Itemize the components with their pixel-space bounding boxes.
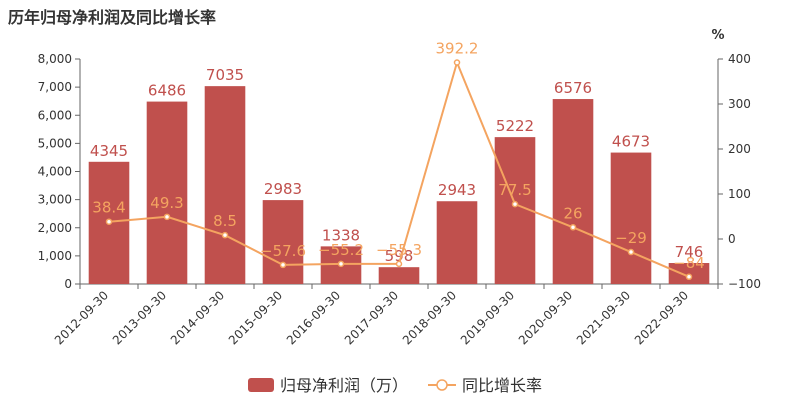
bar-value-label: 4345 (90, 142, 128, 160)
growth-rate-point (453, 59, 461, 66)
growth-rate-label: −84 (673, 254, 705, 272)
growth-rate-point (279, 261, 287, 269)
x-axis-tick-label: 2018-09-30 (400, 288, 459, 347)
legend-line-label: 同比增长率 (462, 376, 542, 395)
growth-rate-label: 8.5 (213, 212, 237, 230)
left-axis-tick-label: 2,000 (38, 221, 72, 235)
bar (146, 101, 188, 284)
growth-rate-label: 49.3 (150, 194, 183, 212)
growth-rate-point (395, 260, 403, 268)
bar-value-label: 2983 (264, 180, 302, 198)
x-axis-tick-label: 2013-09-30 (110, 288, 169, 347)
growth-rate-point (105, 218, 113, 225)
x-axis-tick-label: 2022-09-30 (632, 288, 691, 347)
left-axis-tick-label: 4,000 (38, 165, 72, 179)
right-axis-tick-label: 100 (728, 187, 751, 201)
bar-value-label: 598 (385, 247, 414, 265)
growth-rate-label: −29 (615, 229, 647, 247)
growth-rate-label: −55.3 (376, 241, 422, 259)
left-axis-tick-label: 3,000 (38, 193, 72, 207)
x-axis-tick-label: 2014-09-30 (168, 288, 227, 347)
growth-rate-label: 392.2 (436, 40, 479, 58)
growth-rate-label: 77.5 (498, 181, 531, 199)
bar-value-label: 7035 (206, 66, 244, 84)
left-axis-tick-label: 6,000 (38, 108, 72, 122)
legend-bar-label: 归母净利润（万） (280, 376, 408, 395)
chart-title: 历年归母净利润及同比增长率 (8, 8, 217, 27)
bar-value-label: 6576 (554, 79, 592, 97)
growth-rate-label: −57.6 (260, 242, 306, 260)
right-axis-tick-label: −100 (728, 277, 761, 291)
x-axis-tick-label: 2016-09-30 (284, 288, 343, 347)
x-axis-tick-label: 2012-09-30 (52, 288, 111, 347)
growth-rate-point (627, 248, 635, 256)
growth-rate-label: 38.4 (92, 199, 125, 217)
bar (436, 201, 478, 284)
bar-value-label: 1338 (322, 226, 360, 244)
right-axis-unit-label: % (711, 28, 724, 43)
growth-rate-point (511, 200, 519, 208)
bar (668, 263, 710, 284)
bar (610, 152, 652, 284)
growth-rate-label: −55.2 (318, 241, 364, 259)
left-axis-tick-label: 7,000 (38, 80, 72, 94)
bar (378, 267, 420, 284)
bar-value-label: 2943 (438, 181, 476, 199)
x-axis-tick-label: 2021-09-30 (574, 288, 633, 347)
left-axis-tick-label: 1,000 (38, 249, 72, 263)
bar-value-label: 6486 (148, 82, 186, 100)
legend-line-marker (436, 379, 448, 391)
bar (204, 86, 246, 284)
growth-rate-point (163, 213, 171, 221)
bar-value-label: 746 (675, 243, 704, 261)
x-axis-tick-label: 2019-09-30 (458, 288, 517, 347)
bar (552, 99, 594, 284)
growth-rate-point (337, 260, 345, 268)
growth-rate-label: 26 (563, 204, 582, 222)
x-axis-tick-label: 2015-09-30 (226, 288, 285, 347)
left-axis-tick-label: 8,000 (38, 52, 72, 66)
bar (262, 200, 304, 284)
right-axis-tick-label: 300 (728, 97, 751, 111)
legend-bar-swatch (248, 378, 274, 392)
right-axis-tick-label: 200 (728, 142, 751, 156)
growth-rate-point (685, 273, 693, 281)
bar-value-label: 5222 (496, 117, 534, 135)
left-axis-tick-label: 0 (64, 277, 72, 291)
right-axis-tick-label: 0 (728, 232, 736, 246)
growth-rate-point (569, 224, 577, 231)
x-axis-tick-label: 2020-09-30 (516, 288, 575, 347)
bar-value-label: 4673 (612, 133, 650, 151)
right-axis-tick-label: 400 (728, 52, 751, 66)
left-axis-tick-label: 5,000 (38, 136, 72, 150)
x-axis-tick-label: 2017-09-30 (342, 288, 401, 347)
growth-rate-point (221, 231, 229, 239)
